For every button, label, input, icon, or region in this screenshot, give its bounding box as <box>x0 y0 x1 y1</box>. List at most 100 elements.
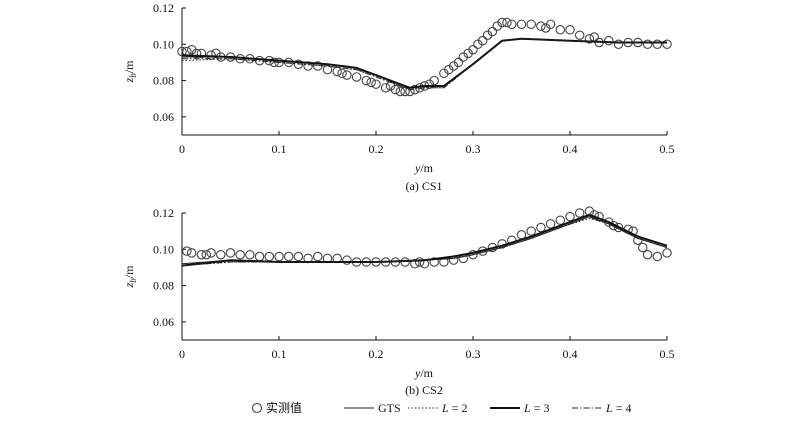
data-point-cs2 <box>555 215 566 226</box>
data-point-cs1 <box>642 39 653 50</box>
data-point-cs2 <box>245 249 255 260</box>
legend-item-l-2: L = 2 <box>408 401 467 415</box>
data-point-cs1 <box>516 19 527 30</box>
data-point-cs2 <box>652 251 663 262</box>
data-point-cs2 <box>526 226 536 236</box>
data-point-cs1 <box>395 86 405 97</box>
data-point-cs1 <box>652 39 663 50</box>
data-point-cs1 <box>453 57 464 68</box>
x-tick-label-cs1: 0.5 <box>660 142 675 156</box>
data-point-cs1 <box>497 17 507 28</box>
x-tick-label-cs1: 0.3 <box>466 142 481 156</box>
x-tick-label-cs2: 0 <box>179 347 185 361</box>
ylabel-cs2: zb/m <box>122 265 138 289</box>
series-measured-cs2 <box>182 206 672 269</box>
data-point-cs1 <box>191 48 202 59</box>
data-point-cs2 <box>264 251 275 262</box>
data-point-cs1 <box>613 39 624 50</box>
data-point-cs1 <box>502 17 512 28</box>
data-point-cs1 <box>429 75 439 86</box>
data-point-cs2 <box>201 249 212 260</box>
data-point-cs1 <box>337 68 347 79</box>
data-point-cs1 <box>468 44 478 55</box>
data-point-cs2 <box>613 222 624 233</box>
series-line-gts-cs1 <box>182 38 667 89</box>
x-tick-label-cs1: 0.2 <box>369 142 384 156</box>
legend-label: 实测值 <box>266 400 302 415</box>
x-tick-label-cs2: 0.1 <box>272 347 287 361</box>
data-point-cs2 <box>196 249 207 260</box>
data-point-cs2 <box>429 257 439 267</box>
y-tick-label-cs2: 0.12 <box>153 206 174 220</box>
data-point-cs1 <box>477 35 488 46</box>
data-point-cs1 <box>545 19 556 30</box>
data-point-cs1 <box>322 64 333 75</box>
data-point-cs1 <box>351 72 362 82</box>
x-tick-label-cs1: 0 <box>179 142 185 156</box>
data-point-cs2 <box>574 208 585 218</box>
data-point-cs2 <box>414 257 425 267</box>
data-point-cs1 <box>565 25 575 35</box>
data-point-cs1 <box>555 25 566 35</box>
xlabel-cs1: y/m <box>414 161 434 175</box>
data-point-cs2 <box>536 222 546 233</box>
data-point-cs1 <box>366 77 376 88</box>
data-point-cs1 <box>196 48 207 59</box>
data-point-cs2 <box>225 248 236 258</box>
data-point-cs1 <box>400 86 410 97</box>
legend-item-l-3: L = 3 <box>490 401 549 415</box>
y-tick-label-cs1: 0.08 <box>153 74 174 88</box>
series-line-l-3-cs1 <box>181 37 667 89</box>
data-point-cs2 <box>293 251 304 262</box>
series-line-l-2-cs2 <box>181 217 668 267</box>
data-point-cs2 <box>206 248 216 258</box>
x-tick-label-cs1: 0.4 <box>563 142 578 156</box>
data-point-cs1 <box>487 26 498 37</box>
data-point-cs2 <box>313 251 323 262</box>
data-point-cs2 <box>545 219 556 229</box>
legend-marker-circle <box>251 402 263 414</box>
data-point-cs1 <box>380 83 391 93</box>
data-point-cs1 <box>507 19 517 30</box>
data-point-cs2 <box>637 242 648 253</box>
legend-item-l-4: L = 4 <box>572 401 631 415</box>
data-point-cs2 <box>283 251 294 262</box>
y-tick-label-cs2: 0.08 <box>153 279 174 293</box>
xlabel-cs2: y/m <box>414 366 434 380</box>
legend: 实测值 GTS L = 2 L = 3 L = 4 <box>251 400 631 415</box>
data-point-cs1 <box>589 32 599 42</box>
data-point-cs1 <box>604 35 614 46</box>
series-line-l-4-cs1 <box>182 38 667 91</box>
data-point-cs2 <box>274 251 284 262</box>
x-tick-label-cs2: 0.5 <box>660 347 675 361</box>
series-line-l-3-cs2 <box>181 213 668 267</box>
data-point-cs2 <box>182 246 192 256</box>
data-point-cs1 <box>342 70 352 80</box>
x-tick-label-cs2: 0.3 <box>466 347 481 361</box>
series-line-gts-cs2 <box>181 216 668 265</box>
ylabel-cs1: zb/m <box>122 60 138 84</box>
data-point-cs2 <box>216 249 226 260</box>
series-measured-cs1 <box>177 17 672 97</box>
chart-panel-cs1: 0.06 0.08 0.10 0.12 0 0.1 0.2 0.3 0.4 0.5 zb/m y/… <box>122 1 675 193</box>
chart-panel-cs2: 0.06 0.08 0.10 0.12 0 0.1 0.2 0.3 0.4 0.5 zb/m y/… <box>122 206 675 397</box>
legend-label: GTS <box>378 401 401 415</box>
x-tick-label-cs1: 0.1 <box>272 142 287 156</box>
data-point-cs1 <box>584 34 595 44</box>
y-tick-label-cs1: 0.12 <box>153 1 174 15</box>
caption-cs2: (b) CS2 <box>405 383 443 397</box>
data-point-cs2 <box>662 248 672 258</box>
data-point-cs1 <box>390 84 401 95</box>
data-point-cs2 <box>254 251 265 262</box>
y-tick-label-cs1: 0.06 <box>153 110 174 124</box>
y-tick-label-cs2: 0.06 <box>153 315 174 329</box>
plot-area-cs1: 0.06 0.08 0.10 0.12 0 0.1 0.2 0.3 0.4 0.5 <box>153 1 675 156</box>
y-tick-label-cs2: 0.10 <box>153 242 174 256</box>
data-point-cs2 <box>468 249 478 260</box>
x-tick-label-cs2: 0.4 <box>563 347 578 361</box>
data-point-cs1 <box>332 66 342 77</box>
plot-area-cs2: 0.06 0.08 0.10 0.12 0 0.1 0.2 0.3 0.4 0.5 <box>153 206 675 361</box>
caption-cs1: (a) CS1 <box>406 179 443 193</box>
data-point-cs1 <box>662 39 672 50</box>
data-point-cs1 <box>526 19 536 30</box>
